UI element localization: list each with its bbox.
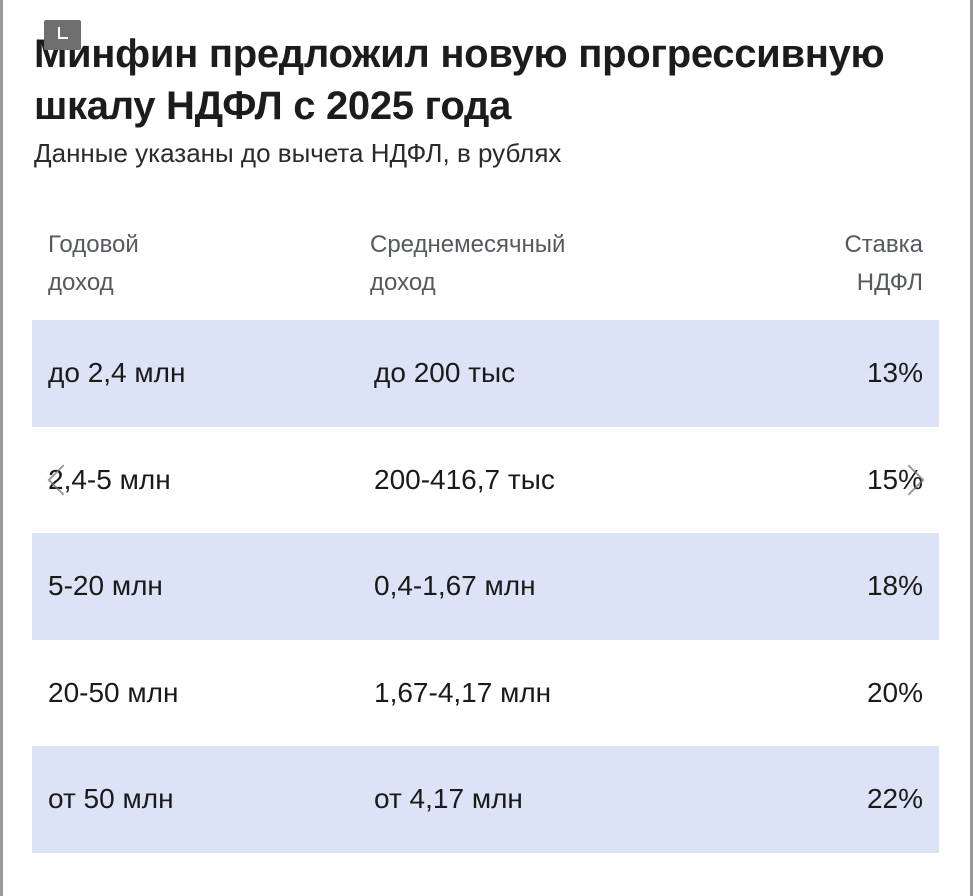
annual-income-cell: 5-20 млн — [48, 570, 163, 601]
header-tax-rate: Ставка НДФЛ — [844, 231, 923, 296]
table-row: от 50 млн от 4,17 млн 22% — [32, 746, 939, 853]
monthly-income-cell: 0,4-1,67 млн — [374, 570, 536, 601]
table-row: 5-20 млн 0,4-1,67 млн 18% — [32, 533, 939, 640]
annual-income-cell: 20-50 млн — [48, 676, 179, 708]
monthly-income-cell: от 4,17 млн — [374, 783, 523, 814]
table-row: 20-50 млн 1,67-4,17 млн 20% — [32, 640, 939, 747]
monthly-income-cell: до 200 тыс — [374, 357, 516, 388]
annual-income-cell: 2,4-5 млн — [48, 463, 171, 495]
tax-scale-table: Годовой доход Среднемесячный доход Ставк… — [32, 222, 939, 853]
annual-income-cell: от 50 млн — [48, 783, 174, 814]
tax-rate-cell: 22% — [866, 783, 923, 814]
checkmark-badge-icon — [44, 20, 81, 50]
header-annual-income: Годовой доход — [48, 231, 139, 296]
page-subtitle: Данные указаны до вычета НДФЛ, в рублях — [34, 138, 562, 168]
annual-income-cell: до 2,4 млн — [48, 357, 186, 388]
frame-border-right — [970, 0, 973, 896]
monthly-income-cell: 200-416,7 тыс — [374, 463, 555, 495]
header-monthly-income: Среднемесячный доход — [370, 231, 566, 296]
tax-rate-cell: 13% — [866, 357, 923, 388]
page-title: Минфин предложил новую прогрессивную шка… — [34, 32, 885, 128]
tax-rate-cell: 15% — [866, 463, 923, 495]
table-row: 2,4-5 млн 200-416,7 тыс 15% — [32, 427, 939, 534]
table-header: Годовой доход Среднемесячный доход Ставк… — [32, 222, 939, 320]
monthly-income-cell: 1,67-4,17 млн — [374, 676, 552, 708]
frame-border-left — [0, 0, 3, 896]
tax-rate-cell: 18% — [866, 570, 923, 601]
tax-rate-cell: 20% — [866, 676, 923, 708]
table-row: до 2,4 млн до 200 тыс 13% — [32, 320, 939, 427]
